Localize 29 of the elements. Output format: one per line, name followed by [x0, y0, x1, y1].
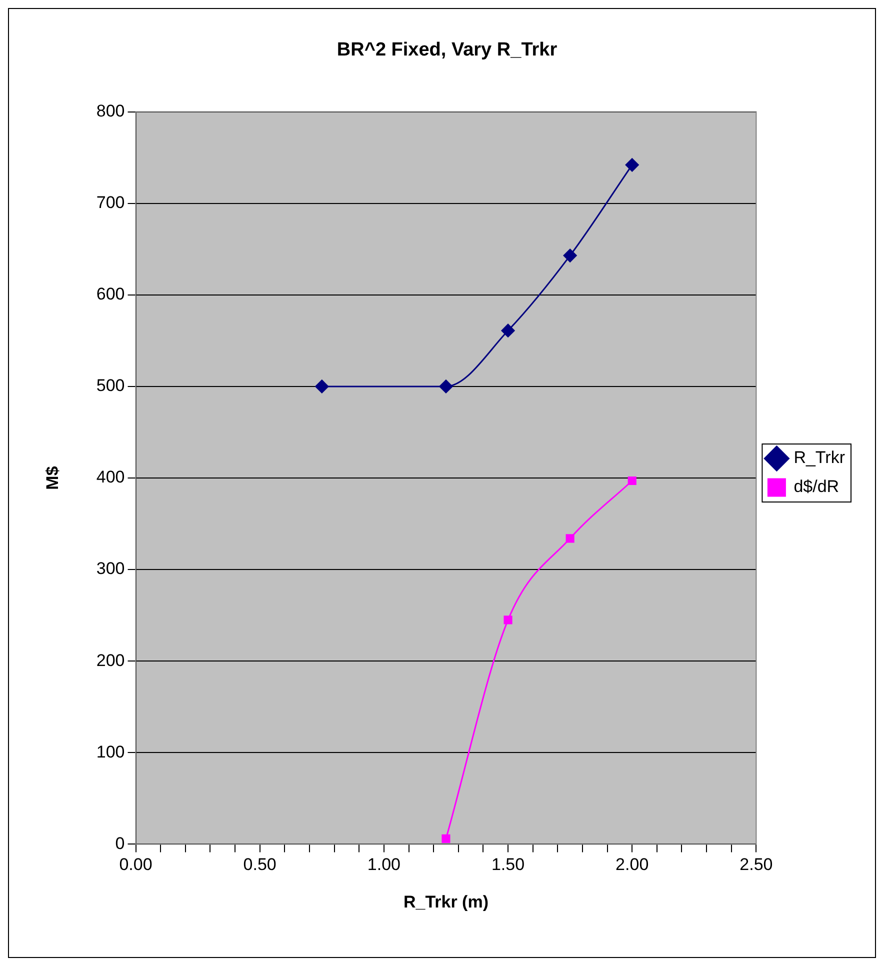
y-tick-label: 300: [96, 559, 125, 578]
y-tick-label: 700: [96, 193, 125, 212]
y-tick-label: 0: [115, 834, 125, 853]
x-tick-label: 1.50: [491, 855, 525, 874]
point: [625, 158, 639, 172]
y-tick-label: 200: [96, 650, 125, 670]
y-tick-label: 600: [96, 284, 125, 304]
x-tick-label: 0.00: [119, 855, 152, 874]
point: [442, 834, 450, 843]
y-tick-label: 500: [96, 376, 125, 396]
y-tick-label: 800: [96, 101, 125, 120]
x-tick-label: 2.50: [740, 855, 773, 874]
x-tick-label: 0.50: [243, 855, 276, 874]
y-tick-label: 100: [96, 742, 125, 762]
point: [504, 616, 512, 624]
point: [563, 248, 577, 262]
y-tick-label: 400: [96, 468, 125, 487]
point: [628, 476, 636, 486]
point: [439, 380, 453, 394]
point: [566, 534, 574, 543]
x-tick-label: 2.00: [616, 855, 649, 874]
point: [501, 324, 515, 338]
chart-title: BR^2 Fixed, Vary R_Trkr: [336, 40, 558, 61]
x-axis-title: R_Trkr (m): [403, 892, 488, 912]
x-tick-label: 1.00: [367, 855, 400, 874]
legend-label: d$/dR: [794, 477, 840, 496]
legend-label: R_Trkr: [794, 448, 846, 468]
y-axis-title: M$: [42, 466, 62, 490]
point: [315, 380, 329, 394]
